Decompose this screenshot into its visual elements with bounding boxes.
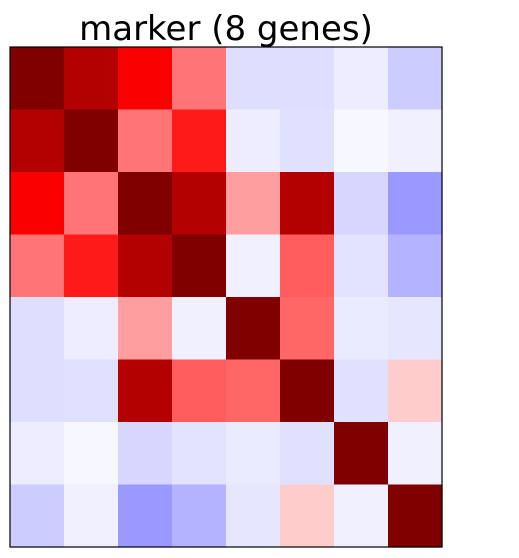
heatmap-cell-r1-c5 [226,47,281,111]
heatmap-cell-r5-c5 [226,297,281,361]
heatmap-cell-r1-c6 [280,47,335,111]
heatmap-cell-r1-c7 [334,47,389,111]
heatmap-cell-r4-c8 [388,234,443,298]
heatmap-cell-r5-c7 [334,297,389,361]
heatmap-cell-r7-c1 [10,422,65,486]
heatmap-cell-r1-c8 [388,47,443,111]
heatmap-cell-r5-c4 [172,297,227,361]
heatmap-cell-r5-c1 [10,297,65,361]
heatmap-cell-r8-c7 [334,484,389,548]
heatmap-cell-r8-c6 [280,484,335,548]
heatmap-cell-r7-c7 [334,422,389,486]
heatmap-cell-r2-c4 [172,109,227,173]
heatmap-cells [10,47,443,548]
heatmap-cell-r6-c5 [226,359,281,423]
heatmap-cell-r1-c3 [118,47,173,111]
chart-title: marker (8 genes) [79,9,373,49]
heatmap-cell-r3-c3 [118,172,173,236]
heatmap-cell-r3-c4 [172,172,227,236]
heatmap-cell-r7-c2 [64,422,119,486]
heatmap-cell-r8-c5 [226,484,281,548]
heatmap-cell-r4-c3 [118,234,173,298]
heatmap-cell-r2-c7 [334,109,389,173]
plot-frame [9,46,443,548]
heatmap-cell-r4-c2 [64,234,119,298]
heatmap-cell-r2-c2 [64,109,119,173]
heatmap-cell-r6-c8 [388,359,443,423]
heatmap-cell-r1-c1 [10,47,65,111]
heatmap-cell-r5-c3 [118,297,173,361]
heatmap-cell-r2-c5 [226,109,281,173]
heatmap-cell-r4-c4 [172,234,227,298]
heatmap-cell-r2-c1 [10,109,65,173]
heatmap-cell-r5-c8 [388,297,443,361]
heatmap-cell-r7-c8 [388,422,443,486]
heatmap-cell-r6-c2 [64,359,119,423]
heatmap-cell-r4-c5 [226,234,281,298]
heatmap-cell-r8-c4 [172,484,227,548]
heatmap-cell-r8-c1 [10,484,65,548]
heatmap-cell-r1-c2 [64,47,119,111]
heatmap-cell-r8-c3 [118,484,173,548]
heatmap-cell-r1-c4 [172,47,227,111]
heatmap-cell-r5-c6 [280,297,335,361]
heatmap-cell-r6-c7 [334,359,389,423]
heatmap-cell-r4-c6 [280,234,335,298]
heatmap-cell-r7-c5 [226,422,281,486]
heatmap-cell-r6-c1 [10,359,65,423]
heatmap-cell-r7-c6 [280,422,335,486]
heatmap-cell-r6-c6 [280,359,335,423]
heatmap-cell-r6-c3 [118,359,173,423]
heatmap-cell-r4-c1 [10,234,65,298]
heatmap-cell-r7-c4 [172,422,227,486]
heatmap-cell-r3-c1 [10,172,65,236]
heatmap-cell-r7-c3 [118,422,173,486]
heatmap-cell-r3-c8 [388,172,443,236]
heatmap-cell-r3-c5 [226,172,281,236]
heatmap-cell-r6-c4 [172,359,227,423]
heatmap-cell-r8-c2 [64,484,119,548]
heatmap-cell-r4-c7 [334,234,389,298]
heatmap-cell-r2-c6 [280,109,335,173]
heatmap-cell-r2-c3 [118,109,173,173]
heatmap-cell-r3-c7 [334,172,389,236]
heatmap-cell-r2-c8 [388,109,443,173]
heatmap-cell-r3-c2 [64,172,119,236]
heatmap-cell-r8-c8 [388,484,443,548]
heatmap-cell-r3-c6 [280,172,335,236]
heatmap-cell-r5-c2 [64,297,119,361]
